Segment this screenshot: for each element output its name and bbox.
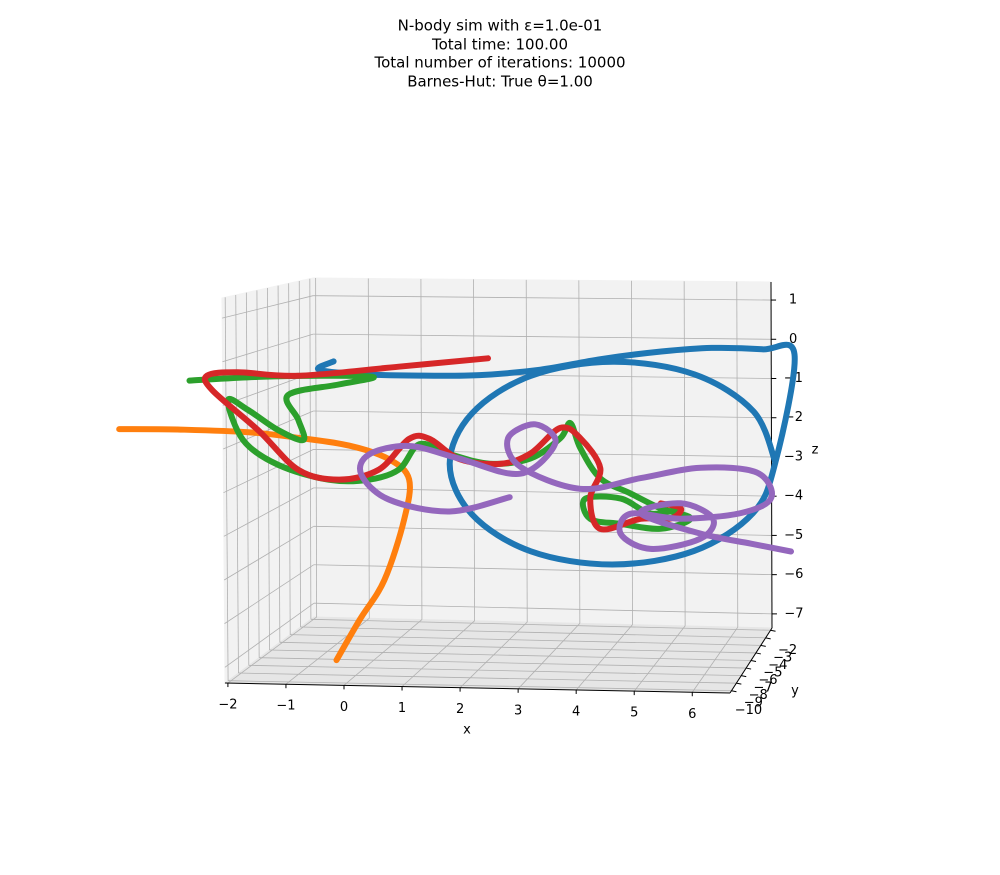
trajectory (201, 355, 684, 533)
z-axis-label: z (812, 443, 819, 458)
grid-line (222, 333, 314, 363)
x-tick-label: 0 (340, 700, 348, 715)
tick-mark (731, 690, 737, 693)
panes (221, 277, 773, 694)
y-tick-label: −2 (778, 643, 797, 658)
y-tick-label: −3 (773, 650, 792, 665)
chart-title: N-body sim with ε=1.0e-01 (398, 17, 603, 35)
z-tick-label: −4 (784, 489, 803, 504)
tick-mark (760, 644, 766, 647)
x-tick-label: 4 (572, 704, 580, 719)
grid-line (310, 618, 771, 631)
axis-line (224, 682, 731, 694)
grid-line (269, 649, 752, 661)
grid-line (313, 410, 772, 419)
grid-line (245, 292, 250, 666)
grid-line (222, 295, 314, 319)
z-tick-label: −6 (784, 567, 803, 582)
grid-line (300, 626, 766, 639)
x-axis-label: x (463, 723, 471, 738)
y-tick-label: −4 (768, 658, 787, 673)
axes: −2 −1 0 1 2 3 4 5 6 −10−9−8−7−6−5−4−3−2−7−6−5−4−3… (218, 281, 804, 722)
y-tick-label: −5 (763, 665, 782, 680)
chart-title: Total time: 100.00 (431, 36, 568, 54)
z-tick-label: −7 (784, 606, 803, 621)
trajectory (186, 372, 694, 532)
z-tick-label: −3 (784, 449, 803, 464)
grid-line (223, 449, 314, 494)
trajectories (116, 341, 798, 664)
grid-line (228, 680, 732, 692)
y-axis-label: y (791, 684, 799, 699)
grid-line (313, 487, 772, 497)
grid-line (224, 297, 229, 681)
y-tick-label: −7 (754, 681, 773, 696)
grid-line (235, 294, 239, 674)
x-tick-label: −1 (276, 699, 295, 714)
z-tick-label: 1 (789, 293, 797, 308)
x-tick-label: −2 (218, 698, 237, 713)
trajectory (357, 421, 794, 555)
grid-line (238, 672, 737, 684)
grid-line (248, 664, 742, 677)
z-tick-label: 0 (789, 332, 797, 347)
x-tick-label: 6 (688, 707, 696, 722)
grid-line (313, 295, 772, 301)
tick-mark (755, 652, 761, 655)
tick-mark (746, 667, 752, 670)
z-tick-label: −5 (784, 528, 803, 543)
grid-line (223, 487, 314, 537)
grid-line (290, 634, 761, 646)
tick-mark (750, 660, 757, 662)
x-tick-label: 1 (398, 701, 406, 716)
grid-line (223, 525, 314, 581)
grid-line (224, 602, 315, 668)
grid-line (313, 602, 772, 615)
chart-title: Total number of iterations: 10000 (373, 54, 625, 72)
x-tick-label: 3 (514, 703, 522, 718)
x-tick-label: 2 (456, 702, 464, 717)
y-tick-label: −9 (744, 696, 763, 711)
grid (222, 278, 772, 693)
tick-mark (765, 637, 771, 640)
y-tick-label: −10 (735, 703, 762, 718)
chart-title: Barnes-Hut: True θ=1.00 (407, 73, 593, 91)
grid-line (224, 564, 315, 624)
x-tick-label: 5 (630, 706, 638, 721)
tick-mark (770, 629, 776, 632)
y-tick-label: −8 (749, 688, 768, 703)
grid-line (313, 333, 772, 340)
tick-mark (741, 675, 747, 678)
y-tick-label: −6 (758, 673, 777, 688)
tick-mark (736, 682, 742, 685)
grid-line (279, 641, 756, 654)
trajectory (314, 341, 798, 568)
